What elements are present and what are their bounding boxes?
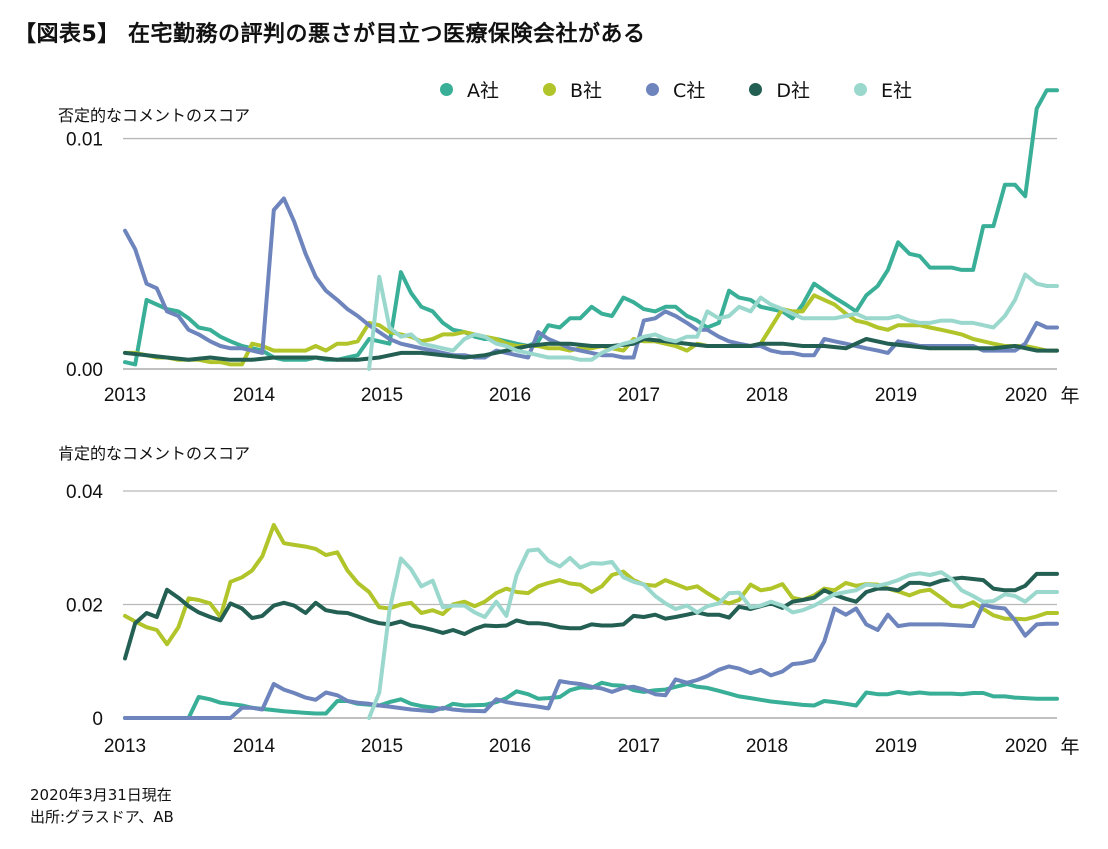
x-tick-label: 2019 [875,736,917,757]
x-tick-label: 2016 [489,736,531,757]
series-line-E社 [367,547,1059,720]
x-tick-label: 2020 [1005,736,1047,757]
legend-dot-icon [440,82,453,96]
series-line-C社 [123,196,1059,360]
x-tick-label: 2014 [233,736,276,757]
x-tick-label: 2013 [104,385,146,406]
bottom-chart-ylabel: 肯定的なコメントのスコア [58,444,251,463]
page-title: 【図表5】 在宅勤務の評判の悪さが目立つ医療保険会社がある [14,22,646,47]
legend-dot-icon [646,82,660,96]
x-tick-label: 2017 [618,736,660,757]
legend-dot-icon [853,82,867,96]
y-tick-label: 0.02 [66,596,103,617]
legend-label: D社 [776,79,810,102]
top-chart-negative-score: 0.00 0.01 2013 2014 2015 2016 2017 2018 2019 2020… [66,88,1080,407]
x-tick-label: 2014 [233,385,276,406]
x-tick-label: 2015 [361,385,403,406]
x-tick-label: 2018 [746,736,788,757]
y-tick-label: 0.00 [66,360,103,381]
legend-item-4: E社 [853,76,912,103]
footnote-date: 2020年3月31日現在 [30,786,172,804]
x-tick-label: 2020 [1005,385,1047,406]
series-line-D社 [123,337,1059,362]
series-line-B社 [123,523,1059,647]
legend-item-0: A社 [440,76,499,103]
x-tick-label: 2015 [361,736,403,757]
y-tick-label: 0 [92,709,103,730]
footnote: 2020年3月31日現在 出所:グラスドア、AB [30,784,174,828]
footnote-source: 出所:グラスドア、AB [30,808,174,826]
chart-legend: A社 B社 C社 D社 E社 [440,76,956,102]
legend-dot-icon [749,82,763,96]
legend-item-3: D社 [749,76,810,103]
y-tick-label: 0.01 [66,130,103,151]
x-tick-label: 2019 [875,385,917,406]
y-tick-label: 0.04 [66,482,103,503]
series-line-C社 [123,602,1059,720]
top-chart-ylabel: 否定的なコメントのスコア [58,106,251,125]
legend-item-1: B社 [543,76,602,103]
legend-label: E社 [880,79,912,102]
bottom-chart-positive-score: 0 0.02 0.04 2013 2014 2015 2016 2017 2018 2019 202… [66,482,1079,758]
x-tick-label: 2018 [746,385,788,406]
legend-label: B社 [570,79,603,102]
series-line-E社 [367,272,1059,371]
legend-dot-icon [543,82,556,96]
legend-item-2: C社 [646,76,705,103]
x-unit-label: 年 [1060,736,1079,758]
legend-label: C社 [673,79,706,102]
x-tick-label: 2013 [104,736,146,757]
x-tick-label: 2016 [489,385,531,406]
legend-label: A社 [467,79,499,102]
series-line-B社 [123,293,1059,367]
x-tick-label: 2017 [618,385,660,406]
x-unit-label: 年 [1060,385,1079,407]
series-line-D社 [123,571,1059,661]
